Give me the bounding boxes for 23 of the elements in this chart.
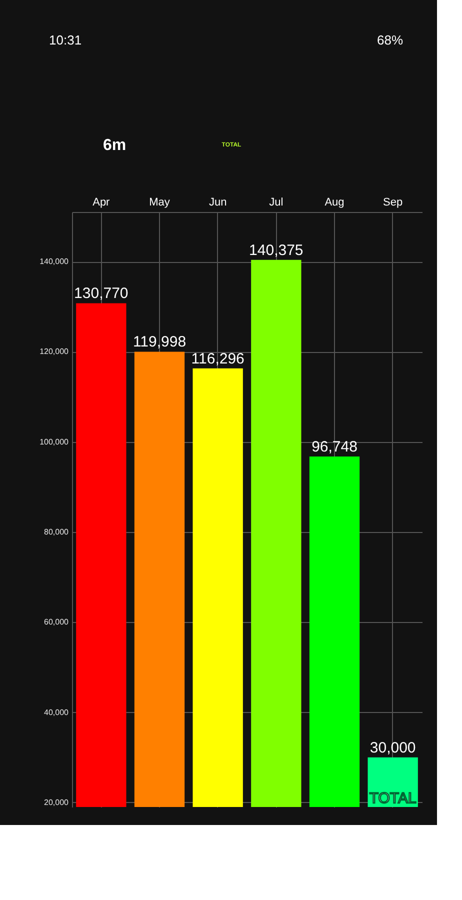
y-tick-label: 60,000 [44,618,70,627]
annotation: TOTAL [369,790,416,807]
y-tick-label: 40,000 [44,708,70,717]
text: 6m [102,137,126,154]
y-tick-label: 120,000 [40,347,70,356]
text: 10:31 [49,32,82,48]
data-label: 119,998 [132,334,186,351]
x-tick-label: Jul [269,196,284,208]
y-tick-label: 80,000 [44,528,70,537]
data-label: 96,748 [312,438,358,456]
x-tick-label: Sep [383,196,403,208]
y-tick-label: 140,000 [40,257,70,266]
x-tick-label: Apr [92,196,110,208]
data-label: 130,770 [74,285,128,302]
y-tick-label: 100,000 [40,437,70,446]
data-label: 116,296 [191,350,244,368]
data-label: 140,375 [249,242,304,259]
data-label: 30,000 [370,739,416,756]
x-tick-label: May [149,196,170,208]
x-tick-label: Aug [324,196,344,208]
y-tick-label: 20,000 [44,798,70,807]
text: 68% [376,32,404,48]
x-tick-label: Jun [208,196,227,208]
